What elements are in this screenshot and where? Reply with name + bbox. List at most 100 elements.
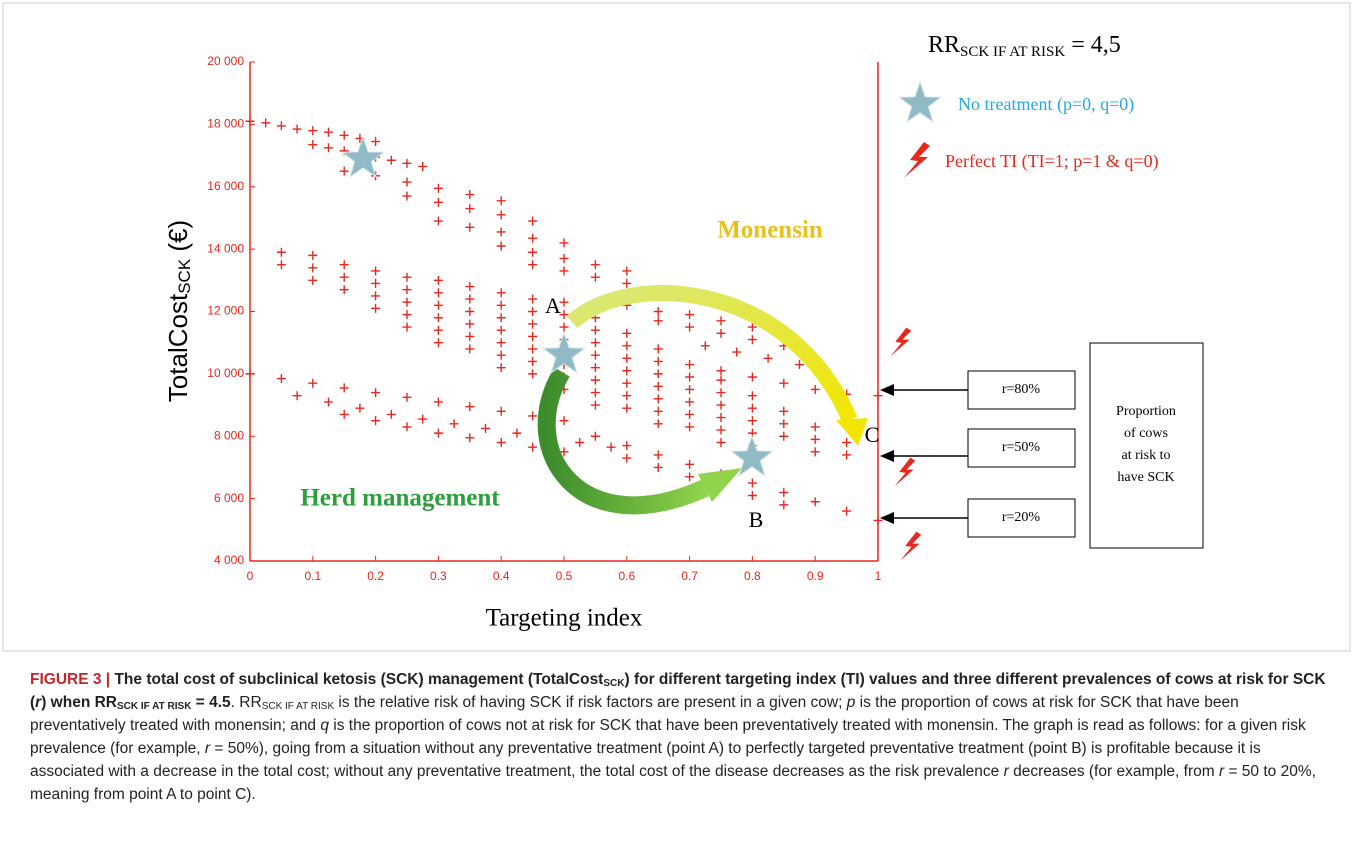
text: The total cost of subclinical ketosis (S… xyxy=(114,671,604,688)
box xyxy=(1089,342,1204,549)
point xyxy=(245,369,255,379)
point xyxy=(465,319,475,329)
point xyxy=(747,491,757,501)
point xyxy=(795,360,804,370)
figure: 4 000 6 000 8 000 10 000 12 000 14 000 16 000 1… xyxy=(2,2,1351,652)
point xyxy=(622,403,632,413)
point xyxy=(418,161,428,171)
point xyxy=(590,363,600,373)
point xyxy=(653,462,663,472)
point xyxy=(465,331,475,341)
point xyxy=(590,350,600,360)
point xyxy=(496,196,506,206)
arrow-head xyxy=(880,384,894,396)
point xyxy=(465,282,475,292)
point xyxy=(292,124,302,134)
point xyxy=(449,419,459,429)
point xyxy=(590,388,600,398)
text: = 50 to 20%, meaning from point A to poi… xyxy=(30,763,1316,803)
x-tick-label: 0.2 xyxy=(367,569,384,583)
point xyxy=(528,319,538,329)
point xyxy=(339,409,349,419)
point xyxy=(622,453,632,463)
point xyxy=(528,344,538,354)
box-text: have SCK xyxy=(1117,470,1174,485)
point xyxy=(402,272,412,282)
point xyxy=(685,310,695,320)
point xyxy=(653,381,663,391)
box-labels: r=80% r=50% r=20% Proportion of cows at … xyxy=(1002,382,1176,525)
sub: SCK xyxy=(603,678,625,689)
y-tick-label: 18 000 xyxy=(207,117,244,131)
point xyxy=(433,397,443,407)
x-tick-label: 0.7 xyxy=(681,569,698,583)
point xyxy=(528,247,538,257)
point xyxy=(402,322,412,332)
point xyxy=(779,378,789,388)
text: ) when RR xyxy=(41,694,117,711)
arrow-head xyxy=(880,450,894,462)
y-axis-label: TotalCostSCK (€) xyxy=(163,220,195,402)
point xyxy=(810,434,820,444)
point xyxy=(779,487,789,497)
star xyxy=(729,434,775,478)
point xyxy=(528,356,538,366)
box xyxy=(967,498,1076,538)
x-tick-label: 0.4 xyxy=(493,569,510,583)
point xyxy=(308,140,318,150)
arrow-head xyxy=(880,512,894,524)
point xyxy=(386,409,396,419)
point xyxy=(653,356,663,366)
perfect-ti-label: Perfect TI (TI=1; p=1 & q=0) xyxy=(945,151,1159,172)
point xyxy=(528,369,538,379)
point xyxy=(559,322,569,332)
point xyxy=(433,300,443,310)
point xyxy=(575,437,585,447)
point xyxy=(779,406,789,416)
point xyxy=(590,400,600,410)
caption-title: The total cost of subclinical ketosis (S… xyxy=(30,671,1326,712)
point xyxy=(716,316,726,326)
point xyxy=(324,127,333,137)
point xyxy=(339,383,349,393)
italic: r xyxy=(1218,763,1225,780)
point xyxy=(276,247,286,257)
point xyxy=(716,425,726,435)
point xyxy=(339,260,349,270)
point xyxy=(528,411,538,421)
point xyxy=(496,350,506,360)
stars xyxy=(340,80,943,478)
point xyxy=(496,227,506,237)
point xyxy=(653,316,663,326)
point xyxy=(465,294,475,304)
point xyxy=(685,360,695,370)
italic: r xyxy=(1003,763,1009,780)
point xyxy=(528,307,538,316)
point xyxy=(308,275,318,285)
point xyxy=(324,143,333,153)
point xyxy=(842,437,852,447)
point xyxy=(559,416,569,426)
point xyxy=(433,183,443,193)
point xyxy=(622,441,632,451)
point xyxy=(747,478,757,488)
point xyxy=(622,341,632,351)
point xyxy=(763,353,773,363)
point xyxy=(528,260,538,270)
text: = 50%), going from a situation without a… xyxy=(30,740,1261,780)
x-tick-label: 0.8 xyxy=(744,569,761,583)
legend-label: r=80% xyxy=(1002,382,1041,397)
point xyxy=(559,310,569,320)
point xyxy=(276,121,286,131)
point xyxy=(810,384,820,394)
point xyxy=(402,285,412,295)
point xyxy=(355,403,365,413)
point xyxy=(590,272,600,282)
point-a-label: A xyxy=(545,293,561,318)
point xyxy=(622,278,632,288)
point xyxy=(622,366,632,376)
point xyxy=(308,378,318,388)
point xyxy=(528,216,538,226)
arrow-head xyxy=(836,418,868,446)
point xyxy=(716,400,726,410)
